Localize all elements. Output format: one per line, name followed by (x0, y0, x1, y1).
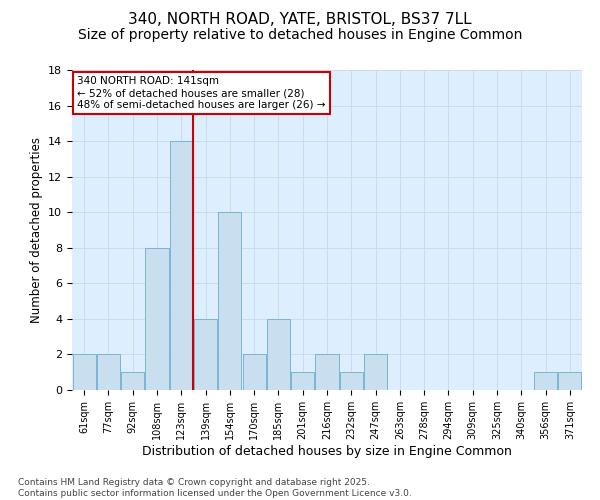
Bar (364, 354, 387, 390)
Bar (534, 372, 557, 390)
Bar (242, 354, 266, 390)
Bar (145, 248, 169, 390)
Bar (267, 319, 290, 390)
Text: Contains HM Land Registry data © Crown copyright and database right 2025.
Contai: Contains HM Land Registry data © Crown c… (18, 478, 412, 498)
Bar (73, 354, 95, 390)
Bar (291, 372, 314, 390)
Bar (218, 212, 241, 390)
Bar (316, 354, 338, 390)
Text: 340, NORTH ROAD, YATE, BRISTOL, BS37 7LL: 340, NORTH ROAD, YATE, BRISTOL, BS37 7LL (128, 12, 472, 28)
Bar (121, 372, 144, 390)
X-axis label: Distribution of detached houses by size in Engine Common: Distribution of detached houses by size … (142, 444, 512, 458)
Bar (559, 372, 581, 390)
Bar (170, 141, 193, 390)
Bar (97, 354, 120, 390)
Bar (340, 372, 363, 390)
Text: Size of property relative to detached houses in Engine Common: Size of property relative to detached ho… (78, 28, 522, 42)
Text: 340 NORTH ROAD: 141sqm
← 52% of detached houses are smaller (28)
48% of semi-det: 340 NORTH ROAD: 141sqm ← 52% of detached… (77, 76, 326, 110)
Bar (194, 319, 217, 390)
Y-axis label: Number of detached properties: Number of detached properties (29, 137, 43, 323)
